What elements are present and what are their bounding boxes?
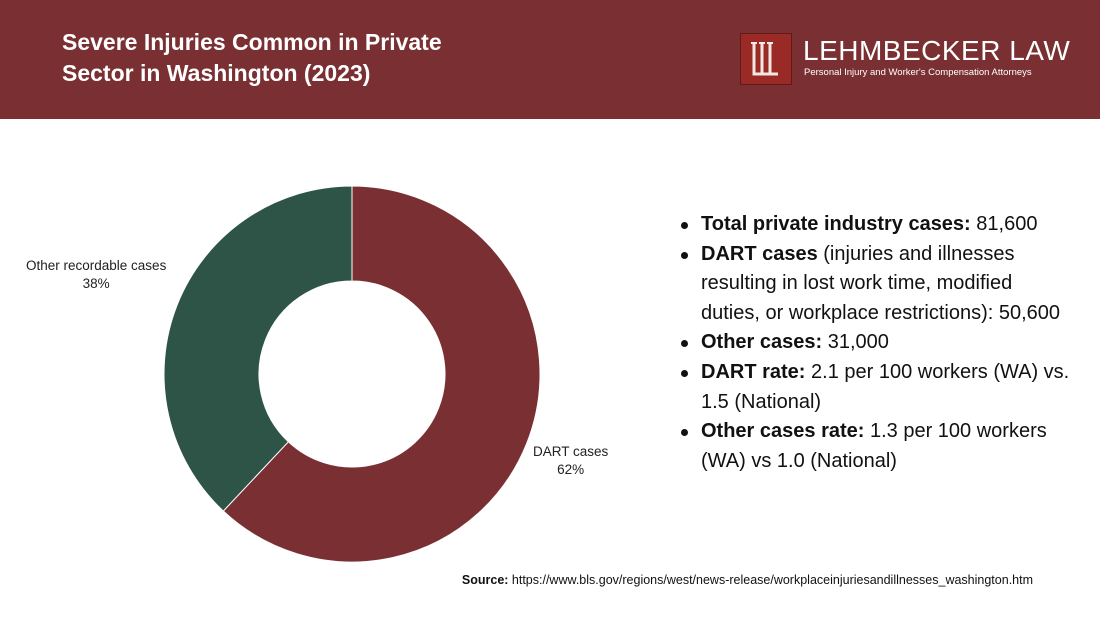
source-url: https://www.bls.gov/regions/west/news-re… bbox=[508, 573, 1033, 587]
firm-logo: LEHMBECKER LAW Personal Injury and Worke… bbox=[740, 33, 1070, 87]
fact-key: Total private industry cases: bbox=[701, 213, 971, 235]
page-title: Severe Injuries Common in Private Sector… bbox=[62, 29, 442, 86]
fact-text: 2.1 per 100 workers (WA) vs. 1.5 (Nation… bbox=[701, 360, 1070, 413]
slice-label-dart-name: DART cases bbox=[533, 444, 609, 459]
fact-text: 81,600 bbox=[970, 213, 1038, 235]
fact-dart-cases: DART cases (injuries and illnesses resul… bbox=[676, 240, 1076, 329]
logo-name: LEHMBECKER LAW bbox=[803, 35, 1071, 66]
fact-key: DART cases bbox=[701, 242, 818, 265]
fact-text: 31,000 bbox=[822, 331, 889, 354]
fact-text: (injuries and illnesses resulting in los… bbox=[701, 242, 1061, 324]
fact-total-cases: Total private industry cases: 81,600 bbox=[676, 210, 1076, 240]
slice-label-other: Other recordable cases 38% bbox=[26, 257, 166, 293]
fact-key: Other cases: bbox=[701, 331, 823, 354]
slice-label-other-value: 38% bbox=[82, 276, 110, 291]
logo-mark-icon bbox=[740, 33, 792, 85]
header-banner: Severe Injuries Common in Private Sector… bbox=[0, 0, 1100, 119]
source-key: Source: bbox=[461, 573, 509, 587]
donut-chart-svg bbox=[163, 185, 541, 563]
slice-label-other-name: Other recordable cases bbox=[26, 258, 167, 273]
facts-list: Total private industry cases: 81,600 DAR… bbox=[676, 210, 1076, 476]
donut-slice-dart-cases bbox=[222, 185, 541, 563]
slice-label-dart: DART cases 62% bbox=[533, 443, 608, 479]
fact-other-cases: Other cases: 31,000 bbox=[676, 328, 1076, 358]
donut-slice-other-recordable-cases bbox=[163, 185, 353, 512]
fact-other-rate: Other cases rate: 1.3 per 100 workers (W… bbox=[676, 417, 1076, 476]
donut-chart: DART cases 62% Other recordable cases 38… bbox=[0, 119, 660, 579]
fact-key: Other cases rate: bbox=[701, 420, 865, 443]
logo-tagline: Personal Injury and Worker's Compensatio… bbox=[804, 67, 1032, 78]
fact-dart-rate: DART rate: 2.1 per 100 workers (WA) vs. … bbox=[676, 358, 1076, 417]
fact-key: DART rate: bbox=[701, 360, 806, 383]
source-note: Source: https://www.bls.gov/regions/west… bbox=[462, 573, 1033, 587]
fact-text: 1.3 per 100 workers (WA) vs 1.0 (Nationa… bbox=[701, 420, 1047, 472]
slice-label-dart-value: 62% bbox=[557, 462, 585, 477]
